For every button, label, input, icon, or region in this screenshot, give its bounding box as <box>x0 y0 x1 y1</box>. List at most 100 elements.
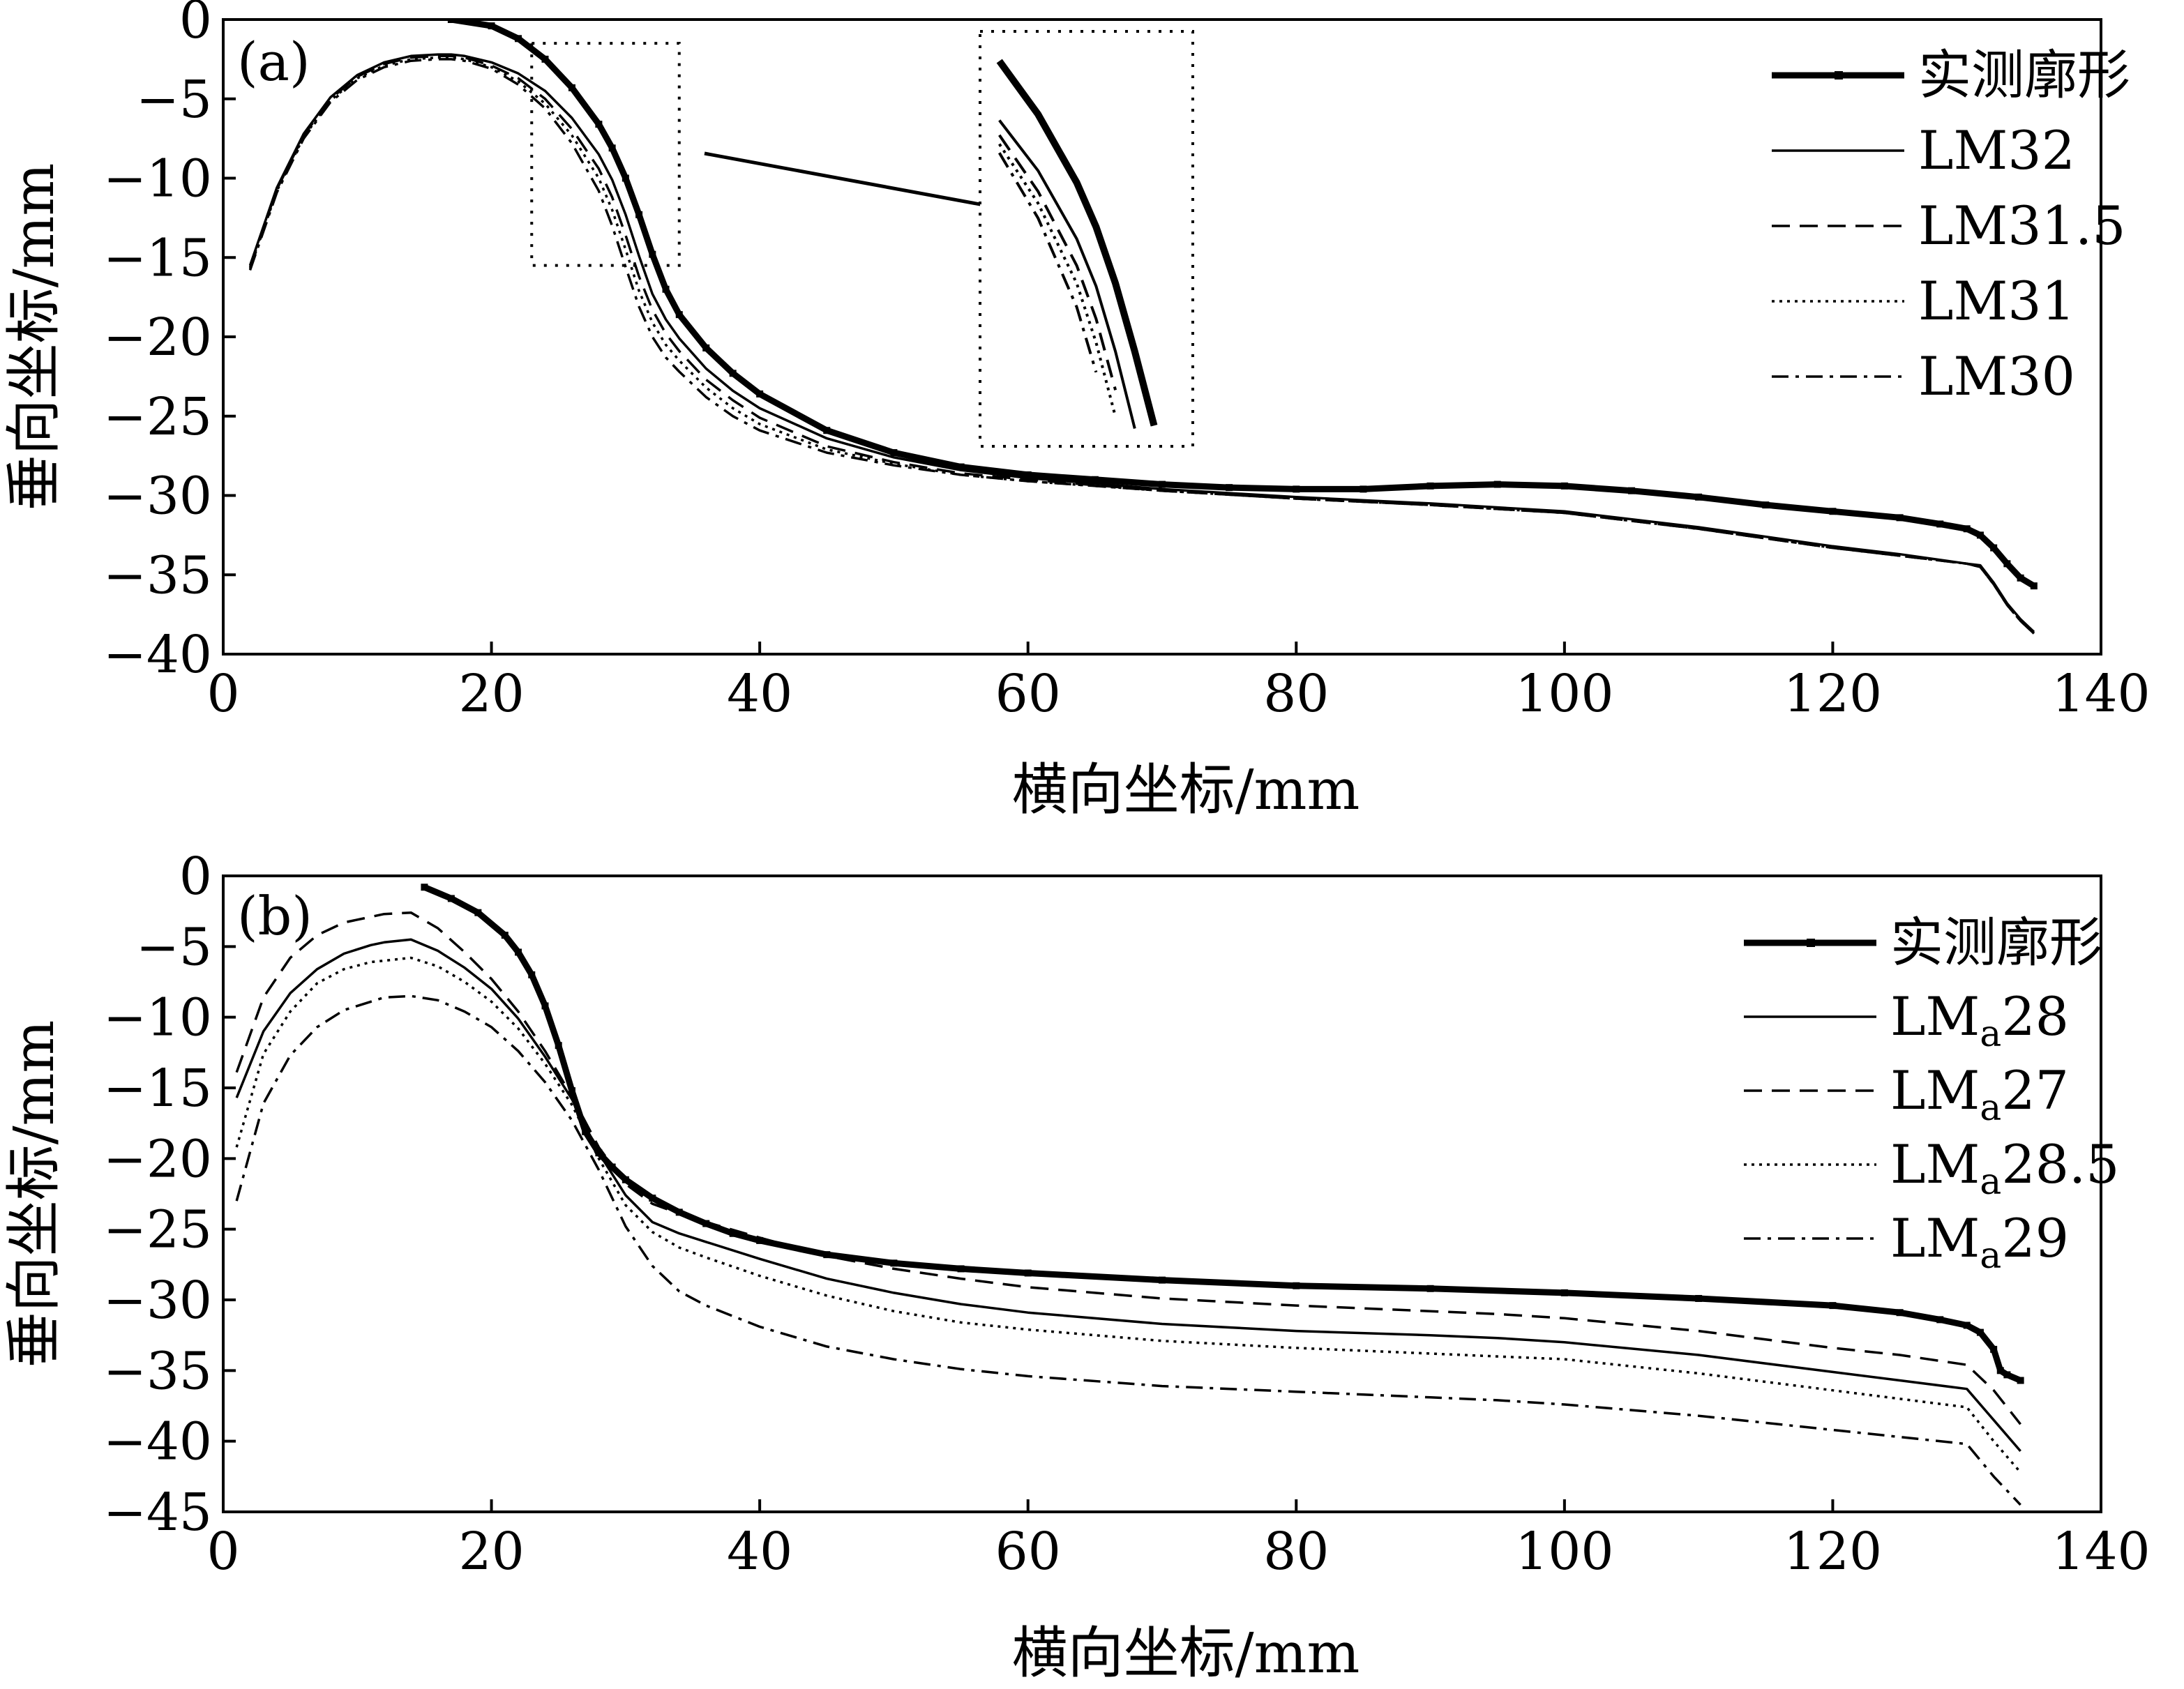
panel-a-measured-point <box>1628 487 1635 494</box>
panel-b-xtick-label: 40 <box>727 1522 792 1582</box>
panel-a-measured-point <box>662 285 670 293</box>
panel-b-ylabel: 垂向坐标/mm <box>1 1020 66 1368</box>
panel-a-xtick-label: 40 <box>727 664 792 724</box>
panel-b-measured-point <box>1996 1367 2004 1374</box>
panel-b-measured-point <box>528 971 536 978</box>
panel-a-measured-point <box>649 250 656 258</box>
panel-a-measured-point <box>1226 484 1233 492</box>
panel-b-xtick-label: 80 <box>1263 1522 1329 1582</box>
panel-b-measured-point <box>2003 1371 2011 1379</box>
panel-b-measured-point <box>1426 1285 1434 1292</box>
panel-b-xlabel: 横向坐标/mm <box>1012 1621 1360 1686</box>
panel-a-measured-point <box>1360 485 1367 493</box>
panel-b-measured-point <box>421 884 428 891</box>
panel-a-inset-line-1 <box>996 59 1158 427</box>
panel-b-xtick-label: 20 <box>458 1522 524 1582</box>
panel-a-measured-point <box>447 20 455 23</box>
panel-a-measured-point <box>823 427 831 434</box>
panel-b-measured-point <box>447 895 455 902</box>
panel-b-measured-point <box>957 1265 965 1273</box>
panel-a-legend: 实测廓形 LM32 LM31.5 LM31 LM30 <box>1772 44 2130 407</box>
panel-b-ticks: 0 20 40 60 80 100 120 140 0 −5 −10 −15 −20 −25 −30 −35 −… <box>103 847 2151 1582</box>
panel-b-ytick-label: −40 <box>103 1412 212 1472</box>
panel-b-measured-point <box>541 1002 549 1010</box>
panel-b-measured-point <box>1695 1294 1703 1302</box>
panel-b-measured-point <box>622 1176 629 1183</box>
panel-a-measured-point <box>1762 501 1770 509</box>
panel-a-ytick-label: 0 <box>179 0 212 50</box>
panel-b-measured-point <box>1024 1269 1032 1277</box>
panel-a-legend-label: 实测廓形 <box>1918 44 2130 106</box>
panel-b-measured-point <box>1159 1276 1166 1284</box>
panel-a-inset-box <box>979 30 1194 448</box>
panel-b-ytick-label: −25 <box>103 1200 212 1260</box>
panel-a-measured-point <box>729 370 737 377</box>
panel-a-measured-point <box>756 390 764 397</box>
panel-a-legend-label: LM32 <box>1918 119 2075 181</box>
panel-a-ytick-label: −5 <box>136 70 212 130</box>
panel-b-measured-point <box>501 932 509 939</box>
panel-b-measured-point <box>515 948 522 956</box>
panel-a-measured-point <box>1159 480 1166 488</box>
panel-b-legend-label: LMa29 <box>1890 1207 2069 1277</box>
panel-a-inset-line-2 <box>998 119 1136 429</box>
panel-b-series-line-5 <box>235 994 2021 1506</box>
panel-a-measured-point <box>568 84 575 91</box>
panel-b-ytick-label: −20 <box>103 1129 212 1189</box>
panel-a-measured-point <box>541 55 549 63</box>
panel-a-xtick-label: 140 <box>2051 664 2150 724</box>
panel-a: 垂向坐标/mm 横向坐标/mm (a) 0 20 40 60 80 100 120 1400−… <box>1 0 2151 822</box>
panel-b-label: (b) <box>237 885 312 947</box>
panel-b-ytick-label: 0 <box>179 847 212 907</box>
panel-a-measured-point <box>1024 471 1032 478</box>
panel-b-xtick-label: 100 <box>1515 1522 1613 1582</box>
panel-b-measured-point <box>649 1195 656 1202</box>
panel-b-legend-label: 实测廓形 <box>1890 911 2102 974</box>
panel-a-series-line-1 <box>451 20 2036 589</box>
panel-a-measured-point <box>2017 574 2024 582</box>
panel-a-legend-label: LM30 <box>1918 345 2075 407</box>
panel-b-measured-point <box>1560 1289 1568 1296</box>
panel-a-measured-point <box>1426 482 1434 490</box>
panel-a-xtick-label: 60 <box>995 664 1061 724</box>
panel-b-ytick-label: −10 <box>103 988 212 1048</box>
panel-a-measured-point <box>1963 525 1971 533</box>
panel-a-measured-point <box>1493 480 1501 488</box>
panel-a-measured-point <box>2003 560 2011 568</box>
panel-a-measured-point <box>1091 476 1099 483</box>
panel-a-series-line-5 <box>248 58 2035 635</box>
panel-a-measured-point <box>1976 531 1984 539</box>
panel-a-measured-point <box>890 449 898 457</box>
panel-b-measured-point <box>474 909 482 916</box>
panel-a-measured-point <box>1560 482 1568 490</box>
panel-b-legend-label: LMa28.5 <box>1890 1133 2120 1203</box>
panel-b-series-line-1 <box>423 884 2022 1384</box>
panel-b-measured-point <box>1829 1302 1837 1310</box>
panel-b-measured-point <box>1963 1321 1971 1329</box>
panel-a-inset <box>979 30 1194 448</box>
panel-a-inset-line-3 <box>998 134 1117 391</box>
panel-a-ytick-label: −15 <box>103 228 212 288</box>
panel-a-xtick-label: 100 <box>1515 664 1613 724</box>
panel-b-series-line-2 <box>235 938 2021 1453</box>
panel-b-measured-point <box>1976 1328 1984 1336</box>
panel-b-xtick-label: 140 <box>2051 1522 2150 1582</box>
panel-b-legend-label: LMa27 <box>1890 1059 2069 1129</box>
panel-b-series <box>235 884 2024 1506</box>
panel-b-measured-point <box>756 1236 764 1244</box>
panel-b-plot-frame <box>222 874 2102 1513</box>
panel-a-zoom-annotation <box>530 42 1027 267</box>
panel-a-xtick-label: 0 <box>206 664 239 724</box>
panel-a-zoom-arrow <box>704 151 1027 216</box>
panel-a-measured-point <box>675 311 683 319</box>
panel-b-legend-marker <box>1807 939 1815 947</box>
panel-b-measured-point <box>823 1251 831 1259</box>
panel-a-measured-point <box>1896 514 1904 522</box>
panel-a-ytick-label: −40 <box>103 625 212 685</box>
panel-a-measured-point <box>515 35 522 43</box>
panel-a-xtick-label: 80 <box>1263 664 1329 724</box>
panel-a-measured-point <box>702 344 710 351</box>
panel-a-ytick-label: −20 <box>103 308 212 368</box>
panel-b: 垂向坐标/mm 横向坐标/mm (b) 0 20 40 60 80 100 120 1400−… <box>1 847 2151 1686</box>
